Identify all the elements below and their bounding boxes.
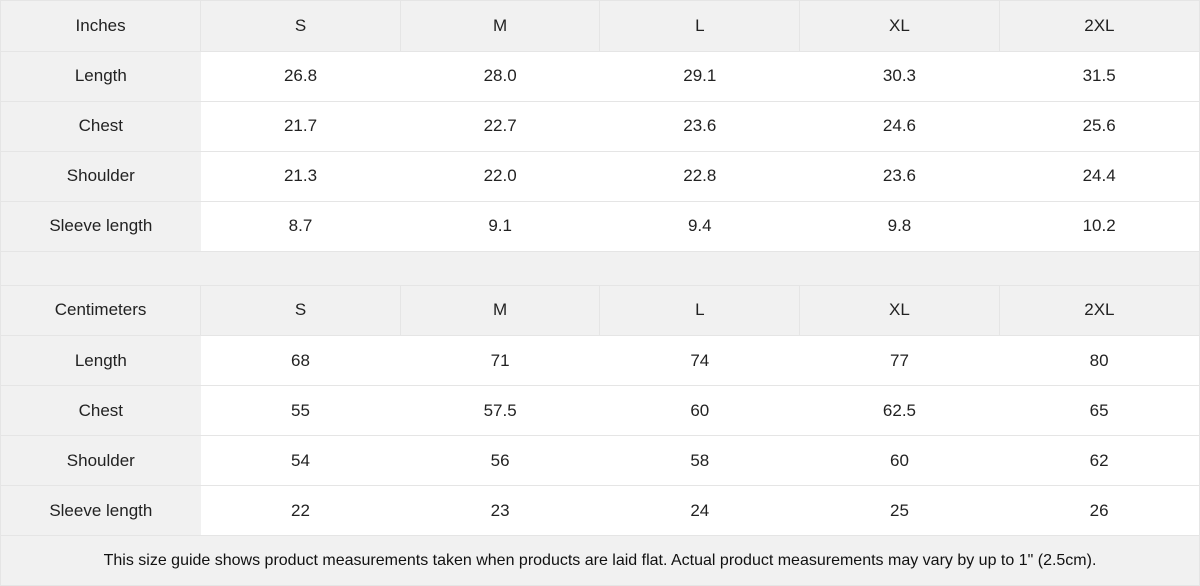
table-row: Length 26.8 28.0 29.1 30.3 31.5	[1, 51, 1199, 101]
size-header: L	[600, 286, 800, 336]
table-row: Shoulder 21.3 22.0 22.8 23.6 24.4	[1, 151, 1199, 201]
cell: 21.3	[201, 151, 401, 201]
cell: 60	[600, 386, 800, 436]
cell: 77	[800, 336, 1000, 386]
unit-header: Inches	[1, 1, 201, 51]
table-row: Sleeve length 8.7 9.1 9.4 9.8 10.2	[1, 201, 1199, 251]
table-row: Sleeve length 22 23 24 25 26	[1, 486, 1199, 536]
row-label: Shoulder	[1, 436, 201, 486]
size-header: XL	[800, 1, 1000, 51]
cell: 23.6	[600, 101, 800, 151]
size-guide: Inches S M L XL 2XL Length 26.8 28.0 29.…	[0, 0, 1200, 586]
cell: 23.6	[800, 151, 1000, 201]
table-row: Shoulder 54 56 58 60 62	[1, 436, 1199, 486]
size-header: 2XL	[999, 1, 1199, 51]
cell: 9.1	[400, 201, 600, 251]
row-label: Sleeve length	[1, 486, 201, 536]
cell: 22	[201, 486, 401, 536]
size-header: M	[400, 1, 600, 51]
cell: 57.5	[400, 386, 600, 436]
cell: 10.2	[999, 201, 1199, 251]
row-label: Shoulder	[1, 151, 201, 201]
cell: 28.0	[400, 51, 600, 101]
cell: 60	[800, 436, 1000, 486]
cell: 25	[800, 486, 1000, 536]
size-header: XL	[800, 286, 1000, 336]
size-header: 2XL	[999, 286, 1199, 336]
cell: 58	[600, 436, 800, 486]
cell: 30.3	[800, 51, 1000, 101]
row-label: Sleeve length	[1, 201, 201, 251]
footnote-text: This size guide shows product measuremen…	[1, 536, 1199, 586]
cell: 9.8	[800, 201, 1000, 251]
unit-header: Centimeters	[1, 286, 201, 336]
cell: 22.8	[600, 151, 800, 201]
size-header: M	[400, 286, 600, 336]
row-label: Length	[1, 336, 201, 386]
header-row: Centimeters S M L XL 2XL	[1, 286, 1199, 336]
cell: 26.8	[201, 51, 401, 101]
header-row: Inches S M L XL 2XL	[1, 1, 1199, 51]
cell: 68	[201, 336, 401, 386]
cell: 22.0	[400, 151, 600, 201]
cell: 80	[999, 336, 1199, 386]
cell: 24	[600, 486, 800, 536]
cell: 56	[400, 436, 600, 486]
size-header: S	[201, 1, 401, 51]
size-header: S	[201, 286, 401, 336]
table-row: Chest 55 57.5 60 62.5 65	[1, 386, 1199, 436]
table-row: Chest 21.7 22.7 23.6 24.6 25.6	[1, 101, 1199, 151]
size-table-centimeters: Centimeters S M L XL 2XL Length 68 71 74…	[1, 286, 1199, 586]
cell: 24.4	[999, 151, 1199, 201]
cell: 55	[201, 386, 401, 436]
size-header: L	[600, 1, 800, 51]
cell: 62	[999, 436, 1199, 486]
cell: 22.7	[400, 101, 600, 151]
cell: 24.6	[800, 101, 1000, 151]
cell: 62.5	[800, 386, 1000, 436]
spacer-row	[1, 251, 1199, 285]
cell: 25.6	[999, 101, 1199, 151]
cell: 8.7	[201, 201, 401, 251]
cell: 74	[600, 336, 800, 386]
cell: 23	[400, 486, 600, 536]
cell: 26	[999, 486, 1199, 536]
size-table-inches: Inches S M L XL 2XL Length 26.8 28.0 29.…	[1, 1, 1199, 286]
cell: 29.1	[600, 51, 800, 101]
row-label: Chest	[1, 101, 201, 151]
row-label: Chest	[1, 386, 201, 436]
footnote-row: This size guide shows product measuremen…	[1, 536, 1199, 586]
cell: 54	[201, 436, 401, 486]
table-row: Length 68 71 74 77 80	[1, 336, 1199, 386]
cell: 9.4	[600, 201, 800, 251]
cell: 21.7	[201, 101, 401, 151]
cell: 65	[999, 386, 1199, 436]
cell: 31.5	[999, 51, 1199, 101]
row-label: Length	[1, 51, 201, 101]
cell: 71	[400, 336, 600, 386]
